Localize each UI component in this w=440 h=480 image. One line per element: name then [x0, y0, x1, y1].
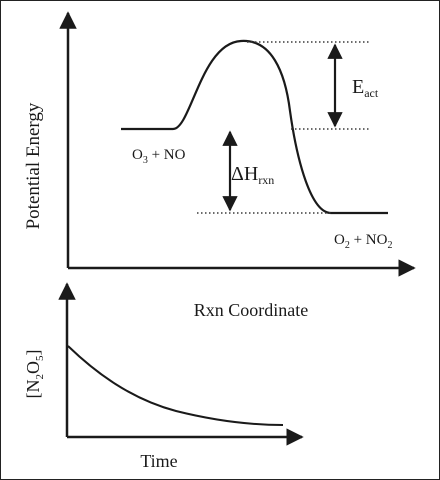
activation-energy-label: Eact [352, 76, 379, 100]
concentration-decay-curve [67, 345, 284, 426]
energy-diagram: Potential Energy Rxn Coordinate Eact ΔHr… [23, 11, 416, 320]
reaction-energy-curve [121, 39, 388, 215]
reactants-label: O3 + NO [132, 147, 186, 166]
enthalpy-change-label: ΔHrxn [231, 163, 274, 187]
time-label: Time [140, 451, 177, 471]
potential-energy-label: Potential Energy [23, 102, 44, 229]
concentration-label: [N2O5] [23, 350, 46, 399]
rxn-coordinate-label: Rxn Coordinate [194, 300, 309, 320]
products-label: O2 + NO2 [334, 232, 392, 251]
decay-plot: [N2O5] Time [23, 282, 304, 471]
